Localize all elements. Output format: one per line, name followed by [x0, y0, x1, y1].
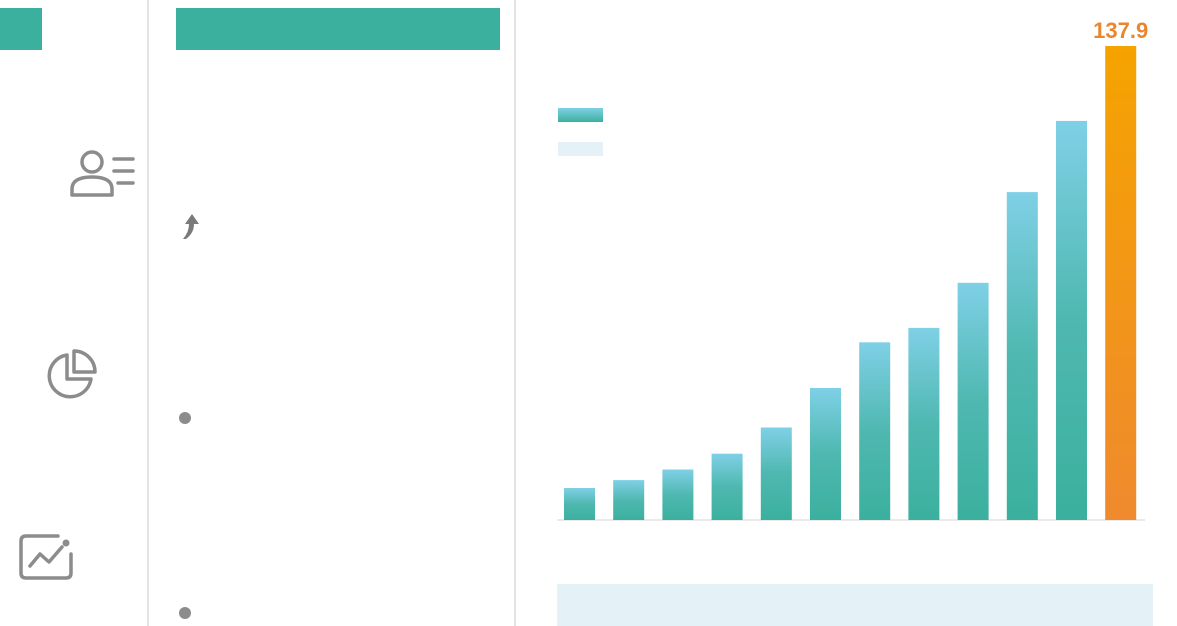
bar: [1006, 192, 1038, 520]
bar: [957, 282, 989, 520]
bar: [908, 327, 940, 520]
list-bullet: [179, 412, 191, 424]
bar: [859, 342, 891, 520]
bar: [613, 480, 645, 520]
bar: [711, 453, 743, 520]
arrow-up-icon: [180, 212, 202, 240]
bar-data-label: 137.9: [1093, 18, 1148, 43]
bar: [810, 388, 841, 520]
bar: [662, 469, 694, 520]
bar: [760, 427, 792, 520]
panel-header-bar: [176, 8, 500, 50]
legend-swatch-series-2: [558, 142, 603, 156]
left-header-bar: [0, 8, 42, 50]
chart-footer-band: [557, 584, 1153, 626]
legend-swatch-series-1: [558, 108, 603, 122]
user-list-icon[interactable]: [68, 146, 136, 202]
panel-divider: [514, 0, 516, 626]
list-bullet: [179, 607, 191, 619]
bar: [1056, 120, 1087, 521]
pie-chart-icon[interactable]: [44, 348, 98, 402]
bar: [564, 488, 595, 520]
bar-highlight: [1105, 46, 1137, 520]
trend-chart-icon[interactable]: [18, 532, 74, 582]
nav-divider: [147, 0, 149, 626]
